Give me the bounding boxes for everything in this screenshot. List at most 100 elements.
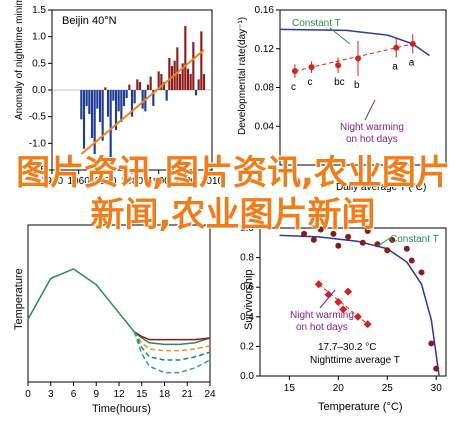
tl-bar — [165, 90, 168, 101]
panel-top-left: 1950 1960 1970 1980 1990 2000 2010 -1.5 -1.0 -0.5… — [14, 0, 224, 187]
br-ytick-label: 0.2 — [240, 341, 254, 352]
bl-xlabel: Time(hours) — [92, 403, 151, 415]
br-night-pointer — [319, 289, 336, 309]
tr-point — [335, 62, 342, 69]
tl-axes: 1950 1960 1970 1980 1990 2000 2010 -1.5 -1.0 -0.5… — [29, 5, 224, 187]
bl-xtick-label: 6 — [71, 389, 77, 400]
br-night-label-line1: Night warming — [290, 310, 354, 321]
tr-night-dashed-line — [294, 43, 413, 72]
bl-lines — [27, 268, 211, 374]
tl-bar — [178, 74, 182, 90]
tr-night-pointer — [364, 99, 376, 121]
tl-bar — [98, 90, 102, 122]
tl-trend-line — [80, 49, 205, 155]
bl-ylabel: Temperature — [13, 268, 25, 330]
tr-point — [355, 55, 362, 62]
tr-point-letter: c — [291, 82, 296, 93]
tl-bar — [186, 68, 190, 90]
tl-bar — [80, 90, 83, 120]
tl-xtick-label: 1970 — [94, 176, 117, 187]
tl-bar — [90, 90, 94, 138]
tl-bar — [197, 79, 200, 90]
tl-bar — [82, 90, 86, 149]
tr-ylabel: Developmental rate(day⁻¹) — [237, 17, 248, 135]
tl-bar — [109, 90, 112, 160]
tl-bar — [117, 90, 120, 112]
tl-bar — [138, 82, 142, 90]
tl-ylabel: Anomaly of nighttime minimum temperature… — [14, 0, 25, 120]
bl-xtick-label: 24 — [204, 389, 216, 400]
tl-xtick-label: 2000 — [174, 176, 197, 187]
bl-xtick-label: 3 — [48, 389, 54, 400]
br-axes: 15 20 25 30 0.0 0.2 0.4 0.6 0.8 1.0 — [240, 223, 442, 394]
br-constant-point — [428, 340, 435, 347]
tl-bar — [160, 74, 163, 90]
tr-point-letter: b — [354, 80, 360, 91]
tl-bar — [85, 90, 88, 106]
bl-xtick-label: 21 — [182, 389, 194, 400]
tl-bar — [125, 90, 128, 98]
br-xtick-label: 15 — [284, 383, 296, 394]
tl-xtick-label: 1990 — [148, 176, 171, 187]
br-night-point — [363, 320, 372, 329]
tr-point — [409, 40, 416, 47]
br-constant-point — [384, 247, 391, 254]
br-constant-point — [408, 257, 415, 264]
tr-xlabel: Daily average T (°C) — [336, 182, 426, 193]
bl-xtick-label: 0 — [25, 389, 31, 400]
tl-ytick-label: -0.5 — [29, 112, 47, 123]
tl-bar — [149, 76, 152, 90]
tl-ytick-label: 0.0 — [32, 85, 46, 96]
tl-bar — [157, 71, 160, 90]
tl-ytick-label: 0.5 — [32, 58, 46, 69]
tl-bar — [93, 90, 96, 154]
br-constant-point — [345, 233, 352, 240]
bl-series-line — [133, 331, 211, 361]
panel-top-right: 0.04 0.08 0.12 0.16 c c bc b a a Constant T Nigh… — [237, 5, 447, 193]
tl-bar — [112, 90, 115, 101]
tr-ytick-label: 0.08 — [255, 83, 275, 94]
tl-bar — [120, 90, 123, 122]
br-points — [301, 226, 440, 372]
tl-ytick-label: -1.5 — [29, 165, 47, 176]
tr-night-label-line2: on hot days — [346, 134, 398, 145]
br-constant-point — [433, 365, 440, 372]
tl-xtick-label: 2010 — [201, 176, 224, 187]
br-night-point — [334, 298, 343, 306]
bl-xtick-label: 15 — [136, 389, 148, 400]
tr-constant-label: Constant T — [292, 18, 341, 29]
tr-ytick-label: 0.12 — [255, 44, 275, 55]
bl-series-line — [133, 331, 211, 341]
tr-point — [308, 64, 315, 71]
tl-xtick-label: 1960 — [68, 176, 91, 187]
bl-series-line — [133, 331, 211, 352]
tr-axes: 0.04 0.08 0.12 0.16 — [255, 5, 280, 132]
tl-bar — [128, 84, 131, 90]
tr-constant-pointer — [329, 27, 351, 45]
tl-bar — [96, 90, 99, 109]
br-range-subtext: Nighttime average T — [310, 355, 400, 366]
panel-bottom-left: 0 3 6 9 12 15 18 21 24 Temperature Time(hours) — [13, 224, 216, 415]
tl-bar — [146, 84, 150, 90]
br-xlabel: Temperature (°C) — [318, 401, 402, 413]
br-ytick-label: 0.4 — [240, 312, 254, 323]
tl-bar — [168, 58, 171, 90]
tl-bar — [194, 90, 198, 96]
br-constant-point — [335, 242, 342, 249]
tl-bar — [133, 90, 136, 104]
br-constant-point — [364, 227, 371, 234]
tl-xtick-label: 1950 — [41, 176, 64, 187]
tl-ytick-label: 1.0 — [32, 32, 46, 43]
tr-points: c c bc b a a — [291, 34, 416, 93]
tl-bar — [184, 26, 187, 90]
bl-series-line — [27, 268, 211, 346]
tl-bar — [114, 90, 118, 130]
tl-bar — [200, 31, 203, 90]
br-constant-pointer — [377, 237, 391, 247]
tl-bar — [202, 74, 206, 90]
tr-point-letter: a — [409, 58, 415, 69]
tl-bar — [189, 74, 192, 90]
tl-ytick-label: -1.0 — [29, 138, 47, 149]
br-constant-point — [310, 236, 317, 243]
tr-point-letter: bc — [334, 77, 345, 88]
